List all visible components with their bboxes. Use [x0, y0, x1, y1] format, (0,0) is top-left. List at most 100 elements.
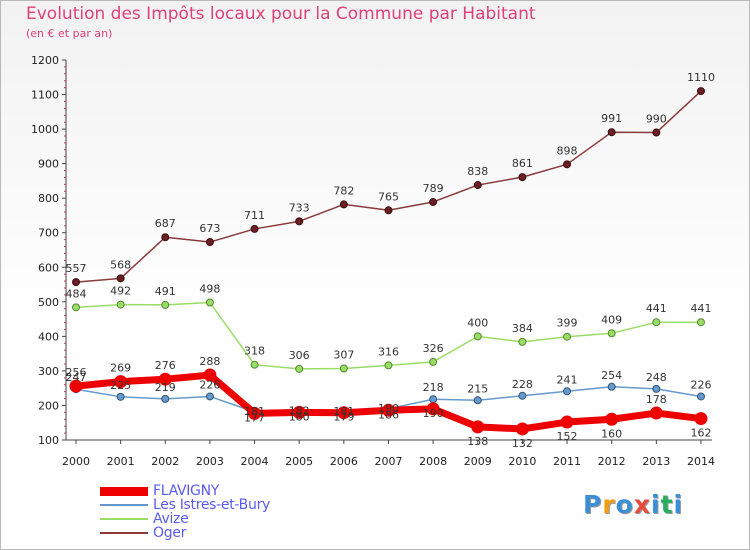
x-tick-label: 2007: [374, 455, 402, 468]
data-label-avize: 316: [378, 345, 399, 358]
y-tick-label: 400: [38, 330, 59, 343]
y-tick-label: 500: [38, 296, 59, 309]
data-point-oger: [563, 160, 572, 169]
legend-label: Les Istres-et-Bury: [153, 497, 271, 513]
legend-item-oger: Oger: [100, 525, 360, 541]
data-point-avize: [429, 357, 438, 366]
data-point-flavigny: [248, 406, 262, 420]
x-tick-label: 2009: [464, 455, 492, 468]
data-label-avize: 384: [512, 322, 533, 335]
data-point-avize: [696, 318, 705, 327]
x-tick-label: 2011: [553, 455, 581, 468]
logo-letter: r: [602, 490, 616, 519]
y-tick-label: 1200: [31, 54, 59, 67]
data-label-les-istres-et-bury: 241: [557, 373, 578, 386]
data-label-flavigny: 190: [423, 407, 444, 420]
x-tick-label: 2012: [598, 455, 626, 468]
data-label-oger: 789: [423, 182, 444, 195]
data-label-oger: 733: [289, 201, 310, 214]
data-label-flavigny: 180: [289, 410, 310, 423]
data-label-avize: 492: [110, 285, 131, 298]
data-point-oger: [161, 233, 170, 242]
data-label-les-istres-et-bury: 226: [199, 378, 220, 391]
data-point-flavigny: [158, 372, 172, 386]
y-tick-label: 100: [38, 434, 59, 447]
data-point-flavigny: [69, 379, 83, 393]
data-label-avize: 326: [423, 342, 444, 355]
data-point-avize: [518, 337, 527, 346]
data-point-les-istres-et-bury: [696, 392, 705, 401]
legend: FLAVIGNY Les Istres-et-Bury Avize Oger: [100, 483, 360, 541]
data-label-les-istres-et-bury: 181: [244, 405, 265, 418]
data-label-flavigny: 269: [110, 362, 131, 375]
data-point-flavigny: [292, 405, 306, 419]
data-label-oger: 861: [512, 157, 533, 170]
legend-swatch: [100, 486, 148, 496]
data-point-oger: [518, 173, 527, 182]
data-label-flavigny: 162: [690, 427, 711, 440]
data-point-avize: [473, 332, 482, 341]
data-point-oger: [72, 278, 80, 287]
data-point-avize: [72, 303, 80, 312]
data-point-flavigny: [471, 420, 485, 434]
y-tick-label: 800: [38, 192, 59, 205]
data-point-oger: [205, 238, 214, 247]
data-point-les-istres-et-bury: [473, 396, 482, 405]
data-label-oger: 991: [601, 112, 622, 125]
y-tick-label: 600: [38, 261, 59, 274]
data-point-flavigny: [426, 402, 440, 416]
data-point-avize: [563, 332, 572, 341]
data-label-flavigny: 179: [333, 411, 354, 424]
data-label-les-istres-et-bury: 248: [646, 371, 667, 384]
data-label-les-istres-et-bury: 181: [333, 405, 354, 418]
data-point-avize: [116, 300, 125, 309]
data-label-les-istres-et-bury: 182: [289, 405, 310, 418]
legend-swatch: [100, 518, 148, 520]
data-point-avize: [250, 360, 259, 369]
data-label-flavigny: 186: [378, 408, 399, 421]
data-point-avize: [205, 298, 214, 307]
data-point-flavigny: [605, 412, 619, 426]
data-label-les-istres-et-bury: 215: [467, 382, 488, 395]
data-label-flavigny: 256: [66, 366, 87, 379]
x-tick-label: 2002: [151, 455, 179, 468]
data-point-flavigny: [649, 406, 663, 420]
y-tick-label: 900: [38, 158, 59, 171]
data-point-flavigny: [114, 375, 128, 389]
data-point-flavigny: [515, 422, 529, 436]
legend-label: Oger: [153, 525, 187, 541]
data-label-avize: 399: [557, 317, 578, 330]
data-label-oger: 898: [557, 144, 578, 157]
x-tick-label: 2014: [687, 455, 715, 468]
legend-item-flavigny: FLAVIGNY: [100, 483, 360, 499]
y-tick-label: 200: [38, 399, 59, 412]
data-label-avize: 307: [333, 348, 354, 361]
data-label-oger: 990: [646, 113, 667, 126]
data-label-les-istres-et-bury: 247: [66, 371, 87, 384]
data-point-oger: [473, 181, 482, 190]
x-tick-label: 2013: [642, 455, 670, 468]
x-tick-label: 2008: [419, 455, 447, 468]
data-label-flavigny: 152: [557, 430, 578, 443]
data-point-oger: [295, 217, 304, 226]
logo-letter: i: [651, 490, 661, 519]
data-label-les-istres-et-bury: 228: [512, 378, 533, 391]
data-point-flavigny: [381, 403, 395, 417]
data-point-les-istres-et-bury: [161, 394, 170, 403]
chart-axes: 100 200 300 400 500 600 700 800 900 1000 1100 1200 2…: [31, 54, 715, 468]
data-label-flavigny: 160: [601, 427, 622, 440]
logo-letter: P: [583, 490, 603, 519]
data-label-oger: 765: [378, 190, 399, 203]
proxiti-logo: Proxiti: [583, 490, 683, 519]
chart-title: Evolution des Impôts locaux pour la Comm…: [26, 4, 536, 24]
data-label-avize: 306: [289, 349, 310, 362]
data-label-les-istres-et-bury: 254: [601, 369, 622, 382]
data-label-flavigny: 138: [467, 435, 488, 448]
data-label-avize: 441: [690, 302, 711, 315]
data-point-avize: [607, 329, 616, 338]
data-point-oger: [116, 274, 125, 283]
data-point-flavigny: [337, 406, 351, 420]
y-tick-label: 1000: [31, 123, 59, 136]
data-point-oger: [607, 128, 616, 137]
